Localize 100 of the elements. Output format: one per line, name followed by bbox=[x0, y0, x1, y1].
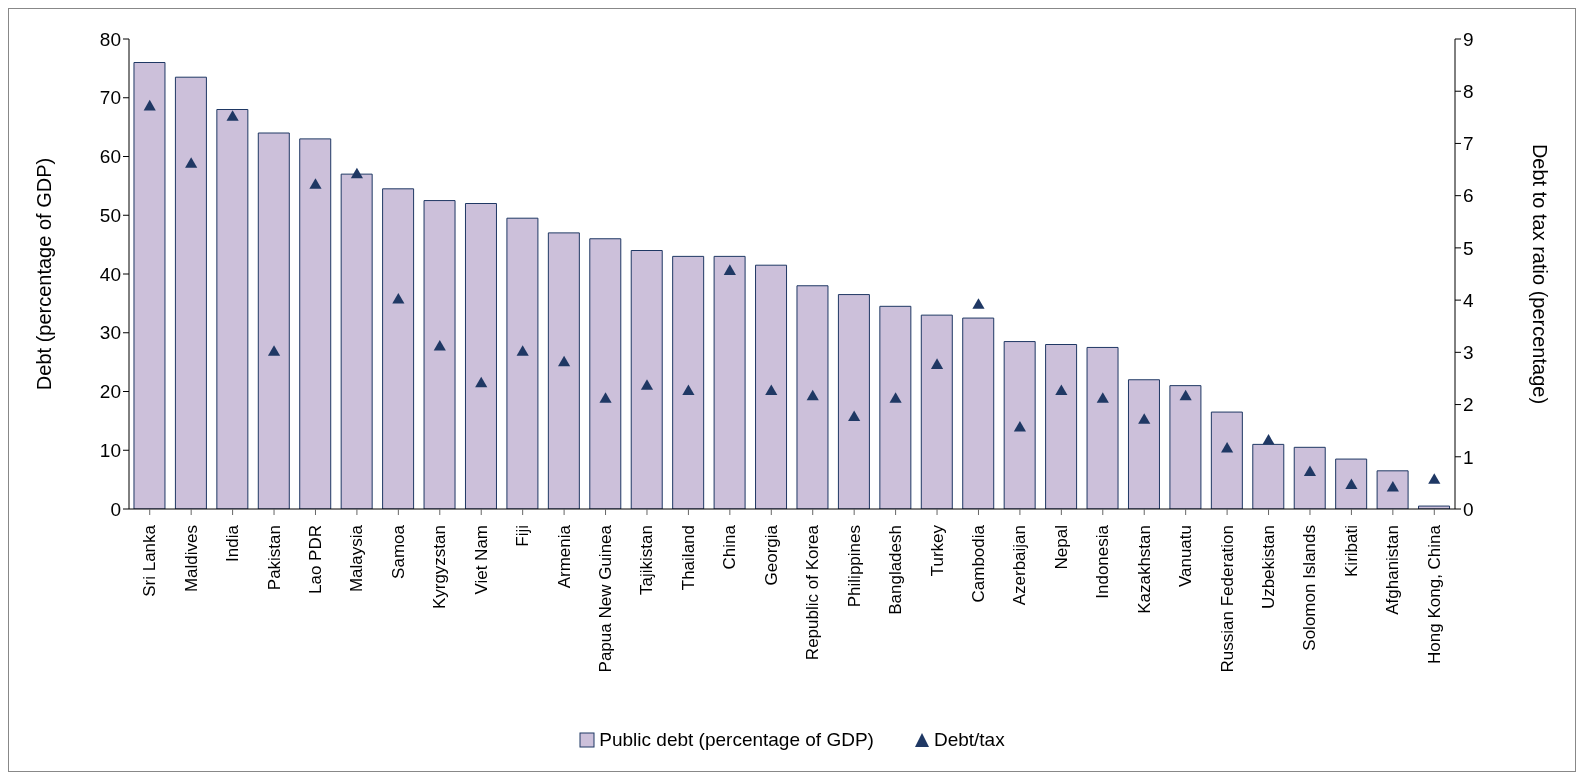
y2-tick-label: 1 bbox=[1463, 446, 1474, 468]
x-tick-label: Nepal bbox=[1051, 525, 1071, 570]
point bbox=[433, 340, 446, 351]
y-tick-label: 10 bbox=[99, 439, 121, 461]
y2-tick-label: 6 bbox=[1463, 185, 1474, 207]
y-tick-label: 0 bbox=[110, 498, 121, 520]
point bbox=[1013, 421, 1026, 432]
bar bbox=[1210, 411, 1243, 509]
x-tick-label: Turkey bbox=[927, 524, 947, 577]
x-tick-label: India bbox=[223, 524, 243, 562]
x-tick-label: Republic of Korea bbox=[803, 524, 823, 661]
x-tick-label: Bangladesh bbox=[886, 525, 906, 615]
x-tick-label: Thailand bbox=[678, 525, 698, 591]
x-tick-label: Malaysia bbox=[347, 524, 367, 593]
y2-tick-label: 4 bbox=[1463, 289, 1474, 311]
y-tick-label: 30 bbox=[99, 322, 121, 344]
x-tick-label: Philippines bbox=[844, 525, 864, 608]
x-tick-label: Pakistan bbox=[264, 525, 284, 591]
bar bbox=[589, 238, 622, 509]
bar bbox=[920, 314, 953, 509]
bar bbox=[299, 138, 332, 509]
x-tick-label: Azerbaijan bbox=[1010, 525, 1030, 606]
x-tick-label: Indonesia bbox=[1093, 524, 1113, 599]
point bbox=[392, 293, 405, 304]
x-tick-label: Lao PDR bbox=[305, 525, 325, 594]
bar bbox=[464, 203, 497, 509]
x-tick-label: Cambodia bbox=[968, 524, 988, 603]
x-tick-label: Maldives bbox=[181, 525, 201, 593]
x-tick-label: Kazakhstan bbox=[1134, 525, 1154, 614]
bar bbox=[547, 232, 580, 509]
x-tick-label: Tajikistan bbox=[637, 525, 657, 595]
bar bbox=[1003, 341, 1036, 509]
y-tick-label: 40 bbox=[99, 263, 121, 285]
x-tick-label: Kyrgyzstan bbox=[430, 525, 450, 610]
point bbox=[350, 167, 363, 179]
point bbox=[1096, 392, 1109, 403]
bar bbox=[216, 109, 249, 509]
point bbox=[1221, 441, 1234, 453]
x-tick-label: Kiribati bbox=[1341, 525, 1361, 577]
y-tick-label: 70 bbox=[99, 87, 121, 109]
point bbox=[640, 379, 654, 390]
point bbox=[1303, 465, 1317, 476]
point bbox=[226, 110, 239, 121]
y2-tick-label: 5 bbox=[1463, 237, 1474, 259]
point bbox=[558, 355, 571, 367]
bar bbox=[1127, 379, 1160, 509]
point bbox=[475, 376, 488, 388]
point bbox=[765, 384, 778, 396]
bar bbox=[174, 76, 207, 509]
bar bbox=[1335, 458, 1368, 509]
x-tick-label: Papua New Guinea bbox=[596, 524, 616, 673]
y2-tick-label: 8 bbox=[1463, 80, 1474, 102]
bar bbox=[382, 188, 415, 509]
point bbox=[1179, 389, 1192, 401]
y2-tick-label: 0 bbox=[1463, 498, 1474, 520]
point bbox=[848, 410, 861, 422]
bar bbox=[1169, 385, 1202, 509]
bar bbox=[1086, 346, 1119, 509]
bar bbox=[755, 264, 788, 509]
y2-tick-label: 3 bbox=[1463, 342, 1474, 364]
bar bbox=[1045, 344, 1078, 509]
bar bbox=[423, 200, 456, 509]
point bbox=[723, 264, 736, 275]
legend-label: Public debt (percentage of GDP) bbox=[598, 729, 874, 751]
y2-tick-label: 7 bbox=[1463, 133, 1474, 155]
x-tick-label: Samoa bbox=[388, 524, 408, 579]
bar bbox=[133, 62, 166, 509]
x-tick-label: Fiji bbox=[513, 525, 533, 547]
bar bbox=[506, 217, 539, 509]
bar bbox=[1376, 470, 1409, 509]
point bbox=[143, 99, 156, 111]
point bbox=[1138, 413, 1151, 424]
x-tick-label: Vanuatu bbox=[1176, 525, 1196, 588]
point bbox=[930, 358, 944, 369]
x-tick-label: Uzbekistan bbox=[1259, 525, 1279, 610]
bar bbox=[713, 255, 746, 509]
point bbox=[1428, 473, 1441, 484]
point bbox=[267, 345, 281, 356]
point bbox=[1055, 384, 1068, 396]
point bbox=[185, 157, 198, 168]
bar bbox=[879, 305, 912, 509]
point bbox=[806, 389, 819, 401]
x-tick-label: Hong Kong, China bbox=[1424, 524, 1444, 664]
bar bbox=[672, 255, 705, 509]
x-tick-label: China bbox=[720, 524, 740, 570]
point bbox=[682, 384, 695, 396]
point bbox=[516, 345, 529, 356]
x-tick-label: Armenia bbox=[554, 524, 574, 589]
y-tick-label: 50 bbox=[99, 204, 121, 226]
legend-label: Debt/tax bbox=[932, 729, 1005, 751]
x-tick-label: Russian Federation bbox=[1217, 525, 1237, 673]
bar bbox=[796, 285, 829, 509]
x-tick-label: Sri Lanka bbox=[140, 524, 160, 597]
y2-axis-title: Debt to tax ratio (percentage) bbox=[1528, 143, 1551, 405]
x-tick-label: Viet Nam bbox=[471, 525, 491, 595]
bar bbox=[962, 317, 995, 509]
y2-tick-label: 2 bbox=[1463, 394, 1474, 416]
y2-tick-label: 9 bbox=[1463, 28, 1474, 50]
y-tick-label: 80 bbox=[99, 28, 121, 50]
y-tick-label: 60 bbox=[99, 146, 121, 168]
